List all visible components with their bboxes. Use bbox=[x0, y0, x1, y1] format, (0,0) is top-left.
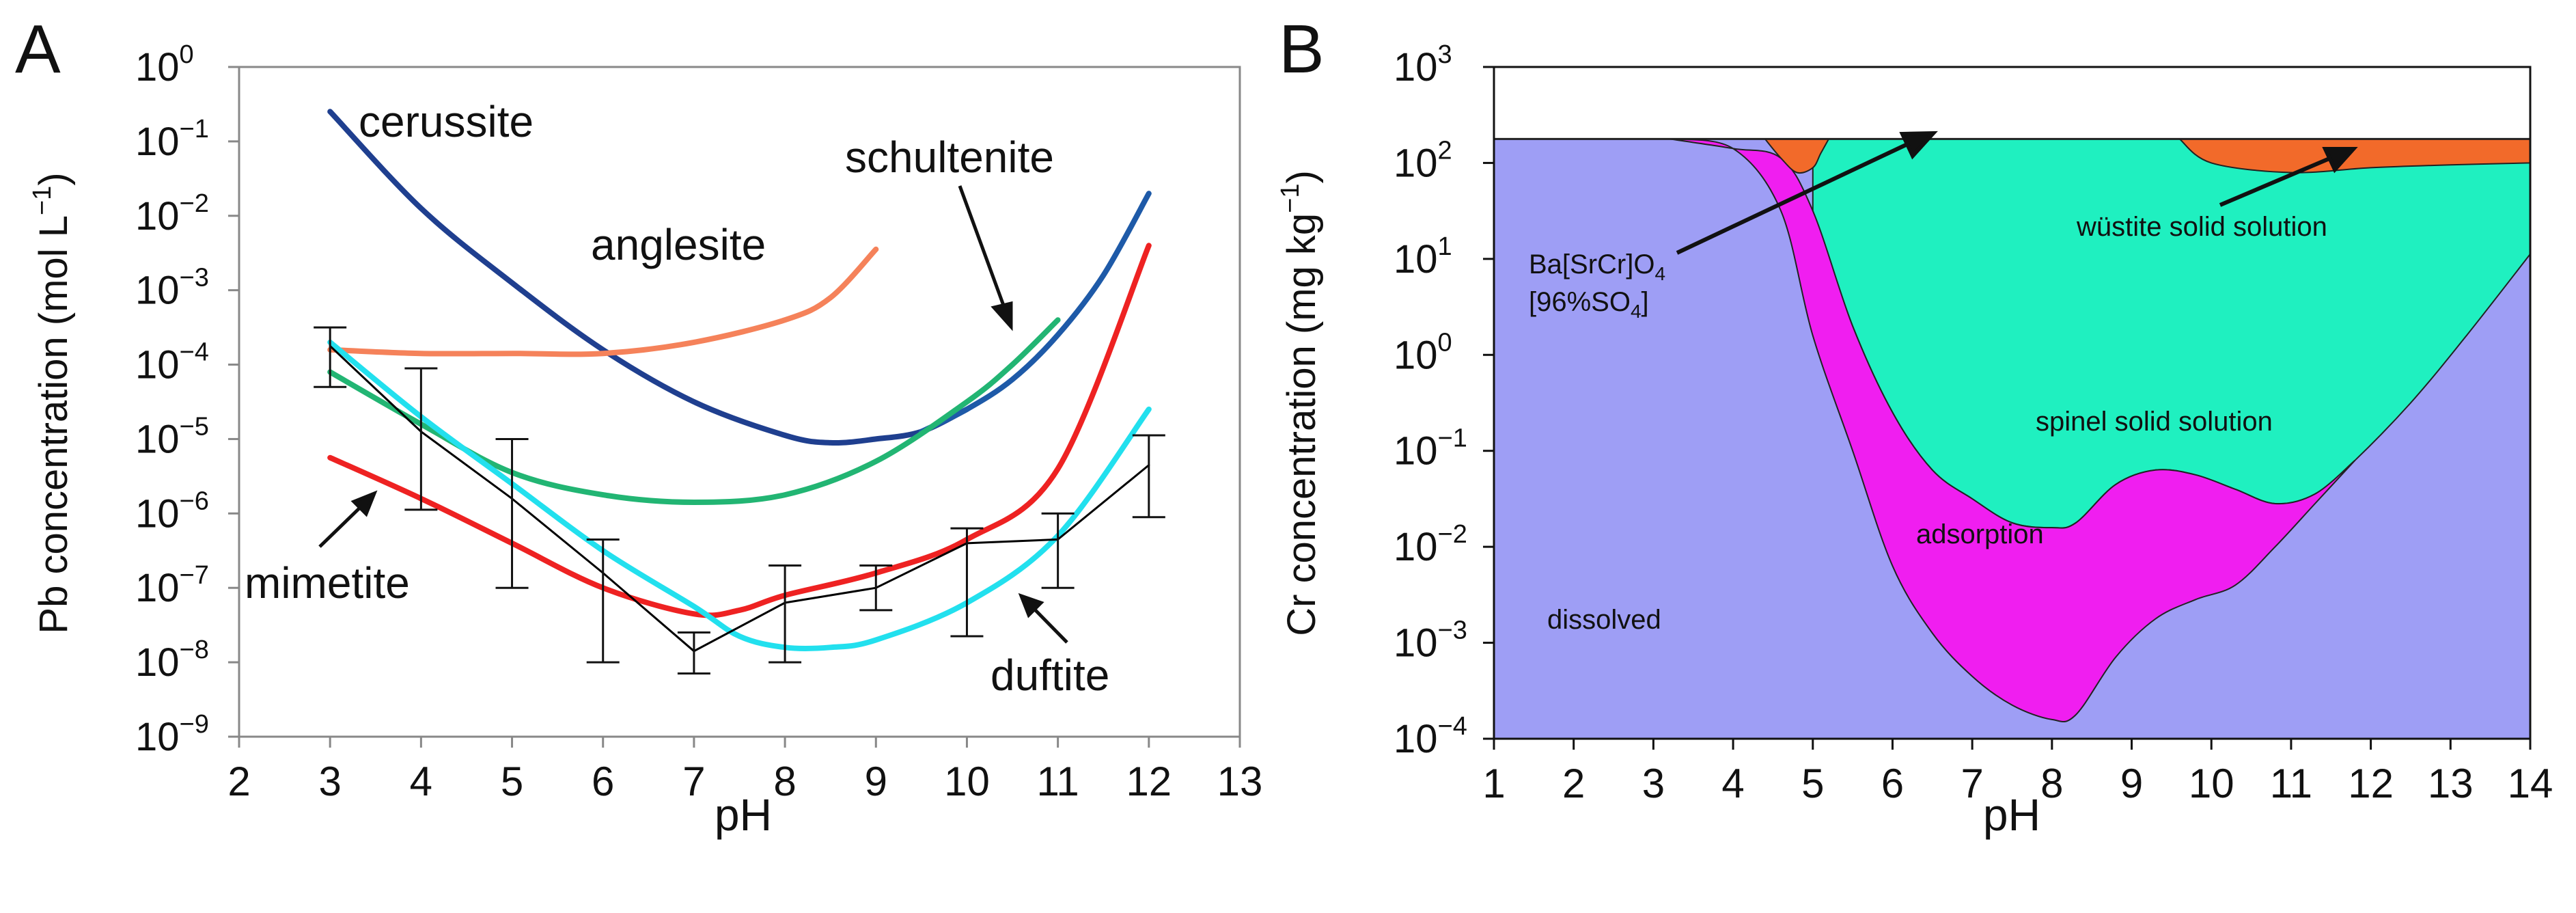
label-duftite: duftite bbox=[991, 651, 1109, 700]
error-bar-8 bbox=[1041, 512, 1075, 589]
panel-b-chart: 1 2 3 4 5 6 7 8 9 10 11 12 13 1410310210110010−110−21… bbox=[1276, 40, 2553, 840]
panel-b-regions bbox=[1494, 67, 2531, 739]
a-ytick-label-5: 10−5 bbox=[135, 412, 209, 461]
panel-a-chart: 2 3 4 5 6 7 8 9 10 11 12 13 100 10−1 10−2 10−3 10−4 10−5 1… bbox=[28, 40, 1262, 840]
panel-a-curve-labels: cerussite anglesite schultenite mimetite… bbox=[245, 97, 1109, 700]
label-spinel: spinel solid solution bbox=[2036, 407, 2273, 437]
arrow-wustite bbox=[2219, 147, 2358, 207]
label-wustite: wüstite solid solution bbox=[2076, 212, 2327, 242]
panel-a-error-bars bbox=[314, 326, 1165, 674]
panel-b-ticks: 1 2 3 4 5 6 7 8 9 10 11 12 13 1410310210110010−110−21… bbox=[1394, 40, 2553, 806]
b-ytick-label-3: 100 bbox=[1394, 328, 1452, 377]
a-ytick-label-8: 10−8 bbox=[135, 636, 209, 685]
series-schultenite bbox=[918, 191, 1152, 435]
a-ytick-label-4: 10−4 bbox=[135, 338, 209, 387]
label-mimetite: mimetite bbox=[245, 558, 410, 608]
a-xtick-label-5: 7 bbox=[682, 759, 705, 804]
arrow-schultenite bbox=[958, 185, 1013, 331]
panel-a-x-axis-label: pH bbox=[715, 789, 772, 840]
b-xtick-label-0: 1 bbox=[1482, 761, 1505, 806]
a-xtick-label-3: 5 bbox=[501, 759, 523, 804]
b-ytick-label-4: 10−1 bbox=[1394, 424, 1467, 474]
b-xtick-label-9: 10 bbox=[2189, 761, 2234, 806]
label-adsorption: adsorption bbox=[1916, 519, 2044, 549]
error-bar-1 bbox=[404, 367, 438, 511]
b-ytick-label-2: 101 bbox=[1394, 232, 1452, 282]
arrow-duftite bbox=[1018, 592, 1068, 644]
panel-a-ticks: 2 3 4 5 6 7 8 9 10 11 12 13 100 10−1 10−2 10−3 10−4 10−5 1… bbox=[135, 40, 1262, 804]
a-ytick-label-6: 10−6 bbox=[135, 487, 209, 536]
series-measured bbox=[329, 344, 1150, 653]
b-xtick-label-11: 12 bbox=[2348, 761, 2394, 806]
arrow-mimetite bbox=[318, 490, 378, 548]
a-ytick-label-0: 100 bbox=[135, 40, 194, 90]
label-cerussite: cerussite bbox=[359, 97, 534, 146]
b-ytick-label-0: 103 bbox=[1394, 40, 1452, 90]
b-xtick-label-5: 6 bbox=[1881, 761, 1904, 806]
a-xtick-label-7: 9 bbox=[865, 759, 887, 804]
b-xtick-label-8: 9 bbox=[2120, 761, 2143, 806]
panel-b-region-labels: dissolved adsorption spinel solid soluti… bbox=[1529, 131, 2358, 635]
b-xtick-label-3: 4 bbox=[1721, 761, 1744, 806]
a-xtick-label-2: 4 bbox=[410, 759, 432, 804]
a-xtick-label-8: 10 bbox=[944, 759, 990, 804]
label-ba-srcr: Ba[SrCr]O4 bbox=[1529, 249, 1665, 284]
region-barium_2 bbox=[2177, 138, 2531, 174]
b-xtick-label-12: 13 bbox=[2428, 761, 2474, 806]
label-anglesite: anglesite bbox=[591, 220, 766, 269]
a-xtick-label-9: 11 bbox=[1036, 759, 1079, 804]
b-xtick-label-4: 5 bbox=[1801, 761, 1824, 806]
series-mimetite bbox=[327, 243, 1152, 618]
b-xtick-label-1: 2 bbox=[1562, 761, 1585, 806]
a-ytick-label-2: 10−2 bbox=[135, 189, 209, 239]
error-bar-2 bbox=[495, 437, 529, 589]
error-bar-4 bbox=[677, 631, 710, 674]
a-xtick-label-6: 8 bbox=[773, 759, 796, 804]
error-bar-9 bbox=[1132, 434, 1165, 519]
a-xtick-label-11: 13 bbox=[1217, 759, 1263, 804]
a-xtick-label-0: 2 bbox=[227, 759, 250, 804]
error-bar-6 bbox=[859, 564, 893, 612]
series-anglesite bbox=[327, 246, 879, 357]
panel-letter-a: A bbox=[15, 11, 61, 87]
panel-letter-b: B bbox=[1279, 11, 1325, 87]
b-xtick-label-6: 7 bbox=[1961, 761, 1983, 806]
b-xtick-label-13: 14 bbox=[2508, 761, 2553, 806]
a-ytick-label-9: 10−9 bbox=[135, 710, 209, 759]
label-so4-percent: [96%SO4] bbox=[1529, 287, 1649, 322]
b-ytick-label-1: 102 bbox=[1394, 136, 1452, 185]
panel-b-x-axis-label: pH bbox=[1983, 789, 2040, 840]
b-xtick-label-2: 3 bbox=[1642, 761, 1665, 806]
b-ytick-label-7: 10−4 bbox=[1394, 712, 1467, 761]
panel-b-y-axis-label: Cr concentration (mg kg−1) bbox=[1276, 170, 1324, 636]
region-adsorption bbox=[1669, 138, 2356, 722]
a-xtick-label-1: 3 bbox=[318, 759, 341, 804]
panel-b-plot-frame bbox=[1493, 66, 2532, 740]
a-ytick-label-7: 10−7 bbox=[135, 561, 209, 610]
a-ytick-label-1: 10−1 bbox=[135, 115, 209, 164]
b-ytick-label-5: 10−2 bbox=[1394, 520, 1467, 569]
error-bar-7 bbox=[950, 527, 984, 638]
a-xtick-label-4: 6 bbox=[592, 759, 614, 804]
b-ytick-label-6: 10−3 bbox=[1394, 616, 1467, 666]
label-schultenite: schultenite bbox=[845, 133, 1054, 182]
panel-a-series bbox=[327, 109, 1152, 653]
label-dissolved: dissolved bbox=[1547, 605, 1661, 635]
error-bar-0 bbox=[314, 326, 347, 388]
arrow-ba-srcr bbox=[1676, 131, 1938, 255]
a-xtick-label-10: 12 bbox=[1126, 759, 1172, 804]
error-bar-5 bbox=[768, 564, 802, 664]
b-xtick-label-7: 8 bbox=[2040, 761, 2063, 806]
b-xtick-label-10: 11 bbox=[2270, 761, 2312, 806]
error-bar-3 bbox=[586, 538, 620, 664]
region-barium_1 bbox=[1763, 138, 1830, 174]
series-cerussite bbox=[327, 109, 970, 446]
series-duftite bbox=[327, 339, 1152, 652]
a-ytick-label-3: 10−3 bbox=[135, 264, 209, 313]
panel-a-y-axis-label: Pb concentration (mol L−1) bbox=[28, 172, 76, 633]
